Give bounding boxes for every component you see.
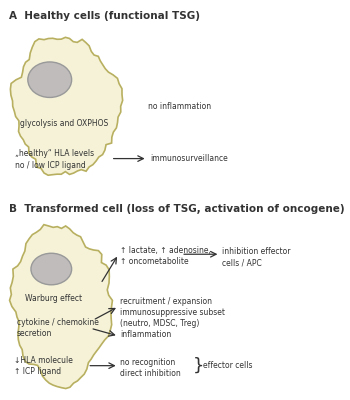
Text: immunosurveillance: immunosurveillance [150, 154, 228, 163]
Text: B  Transformed cell (loss of TSG, activation of oncogene): B Transformed cell (loss of TSG, activat… [9, 204, 345, 214]
Text: ↓HLA molecule
↑ ICP ligand: ↓HLA molecule ↑ ICP ligand [14, 356, 72, 376]
Text: recruitment / expansion
immunosuppressive subset
(neutro, MDSC, Treg): recruitment / expansion immunosuppressiv… [120, 297, 225, 328]
Text: effector cells: effector cells [203, 361, 253, 370]
Text: „healthy“ HLA levels
no / low ICP ligand: „healthy“ HLA levels no / low ICP ligand [15, 149, 94, 170]
Text: ↑ lactate, ↑ adenosine,
↑ oncometabolite: ↑ lactate, ↑ adenosine, ↑ oncometabolite [120, 246, 211, 266]
Text: inflammation: inflammation [120, 330, 172, 339]
Text: no recognition
direct inhibition: no recognition direct inhibition [120, 358, 181, 378]
Ellipse shape [28, 62, 72, 98]
Text: A  Healthy cells (functional TSG): A Healthy cells (functional TSG) [9, 11, 200, 21]
Text: Warburg effect: Warburg effect [25, 294, 82, 303]
Polygon shape [9, 225, 112, 388]
Text: glycolysis and OXPHOS: glycolysis and OXPHOS [20, 119, 108, 128]
Text: no inflammation: no inflammation [148, 102, 211, 111]
Text: inhibition effector
cells / APC: inhibition effector cells / APC [222, 247, 290, 268]
Text: cytokine / chemokine
secretion: cytokine / chemokine secretion [17, 318, 99, 338]
Text: }: } [193, 357, 204, 375]
Polygon shape [10, 37, 122, 175]
Ellipse shape [31, 253, 72, 285]
